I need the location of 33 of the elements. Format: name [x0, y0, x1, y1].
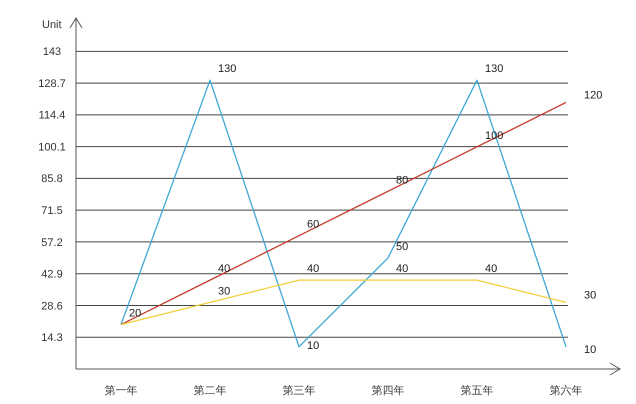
- data-label: 60: [307, 218, 320, 231]
- line-series: [120, 102, 567, 326]
- y-tick-label: 85.8: [41, 173, 63, 186]
- y-tick-label: 128.7: [38, 78, 66, 90]
- y-tick-label: 100.1: [38, 141, 66, 154]
- x-tick-label: 第二年: [194, 385, 226, 397]
- data-label: 40: [307, 263, 320, 276]
- x-tick-label: 第一年: [104, 385, 138, 397]
- line-series: [120, 80, 567, 348]
- data-label: 40: [485, 263, 498, 276]
- y-tick-label: 28.6: [41, 300, 63, 312]
- data-label: 20: [129, 308, 142, 320]
- y-axis-title: Unit: [42, 19, 62, 31]
- data-label: 30: [218, 285, 230, 298]
- x-tick-label: 第三年: [282, 385, 316, 397]
- data-label: 130: [218, 63, 236, 76]
- y-tick-label: 14.3: [41, 332, 63, 344]
- y-tick-label: 114.4: [38, 110, 66, 122]
- x-tick-label: 第五年: [460, 385, 494, 397]
- x-tick-label: 第四年: [372, 385, 404, 397]
- data-label: 10: [584, 344, 596, 356]
- data-label: 40: [218, 263, 230, 276]
- data-label: 30: [584, 289, 596, 302]
- y-tick-label: 143: [42, 46, 62, 58]
- data-label: 40: [396, 263, 408, 276]
- x-tick-label: 第六年: [550, 384, 582, 397]
- data-label: 50: [396, 240, 408, 253]
- data-label: 120: [584, 89, 602, 102]
- y-tick-label: 42.9: [41, 268, 63, 281]
- data-label: 130: [485, 63, 504, 76]
- data-label: 10: [307, 340, 320, 352]
- y-tick-label: 71.5: [41, 205, 63, 218]
- y-tick-label: 57.2: [41, 236, 63, 249]
